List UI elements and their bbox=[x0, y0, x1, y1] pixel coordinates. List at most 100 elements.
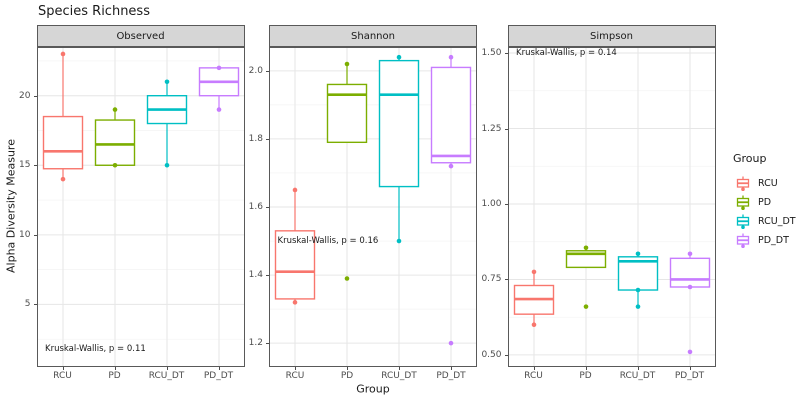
boxplot-shannon-pd-dt bbox=[430, 54, 472, 346]
x-tick-mark bbox=[585, 367, 587, 370]
data-point bbox=[531, 269, 536, 275]
data-point bbox=[396, 238, 402, 244]
facet-panel-observed bbox=[36, 47, 245, 367]
legend: Group RCU PD RCU_DT PD_DT bbox=[727, 152, 796, 250]
y-tick-label: 5 bbox=[24, 299, 31, 310]
boxplot-key-icon bbox=[736, 176, 750, 191]
x-tick-label: PD bbox=[108, 371, 121, 381]
x-tick-mark bbox=[166, 367, 168, 370]
x-tick-mark bbox=[295, 367, 296, 370]
x-tick-label: RCU bbox=[285, 371, 305, 381]
data-point bbox=[216, 65, 221, 71]
y-tick-label: 1.8 bbox=[248, 133, 263, 144]
data-point bbox=[344, 276, 350, 281]
facet-strip-shannon: Shannon bbox=[269, 25, 477, 47]
legend-item-rcu: RCU bbox=[727, 174, 796, 193]
facet-panel-shannon bbox=[269, 47, 477, 367]
boxplot-simpson-pd bbox=[565, 245, 606, 309]
y-tick-label: 0.50 bbox=[481, 349, 502, 360]
data-point bbox=[60, 51, 65, 57]
y-tick-mark bbox=[504, 53, 508, 55]
legend-item-label: RCU_DT bbox=[758, 216, 796, 227]
legend-item-label: RCU bbox=[758, 178, 778, 189]
data-point bbox=[112, 162, 117, 168]
panel-border bbox=[269, 47, 477, 367]
stat-annotation-observed: Kruskal-Wallis, p = 0.11 bbox=[45, 343, 146, 354]
x-tick-mark bbox=[637, 367, 639, 370]
data-point bbox=[687, 284, 692, 290]
y-tick-mark bbox=[504, 279, 508, 281]
y-tick-mark bbox=[266, 138, 269, 140]
boxplot-observed-pd bbox=[94, 107, 135, 168]
x-tick-label: RCU_DT bbox=[148, 371, 185, 381]
data-point bbox=[635, 304, 640, 309]
x-tick-label: RCU_DT bbox=[619, 371, 656, 381]
x-tick-label: RCU bbox=[53, 371, 72, 381]
x-tick-label: PD_DT bbox=[436, 371, 466, 381]
facet-panel-simpson bbox=[507, 47, 716, 367]
legend-item-pd: PD bbox=[727, 193, 796, 212]
data-point bbox=[164, 79, 169, 85]
boxplot-shannon-rcu-dt bbox=[378, 54, 420, 244]
y-axis-title: Alpha Diversity Measure bbox=[4, 139, 18, 273]
legend-items: RCU PD RCU_DT PD_DT bbox=[727, 174, 796, 250]
y-tick-mark bbox=[504, 354, 508, 356]
boxplot-observed-pd-dt bbox=[198, 65, 239, 112]
data-point bbox=[531, 322, 536, 328]
legend-item-label: PD_DT bbox=[758, 235, 789, 246]
y-tick-label: 20 bbox=[19, 90, 31, 101]
facet-strip-observed: Observed bbox=[36, 25, 245, 47]
data-point bbox=[164, 162, 169, 168]
legend-item-label: PD bbox=[758, 197, 772, 208]
boxplot-shannon-rcu bbox=[274, 187, 316, 305]
x-tick-mark bbox=[62, 367, 64, 370]
x-tick-mark bbox=[689, 367, 691, 370]
y-tick-label: 0.75 bbox=[481, 274, 502, 285]
data-point bbox=[687, 349, 692, 355]
y-tick-label: 1.00 bbox=[481, 198, 502, 209]
data-point bbox=[112, 107, 117, 112]
y-tick-label: 2.0 bbox=[248, 65, 263, 76]
boxplot-simpson-rcu-dt bbox=[617, 251, 658, 309]
data-point bbox=[448, 163, 454, 169]
x-axis-title: Group bbox=[356, 382, 390, 396]
data-point bbox=[292, 300, 298, 305]
data-point bbox=[635, 251, 640, 257]
x-tick-label: RCU bbox=[524, 371, 543, 381]
y-tick-label: 1.6 bbox=[248, 202, 263, 212]
panel-border bbox=[36, 47, 245, 367]
boxplot-key-icon bbox=[736, 214, 750, 229]
x-tick-label: PD bbox=[340, 371, 354, 381]
x-tick-mark bbox=[218, 367, 220, 370]
x-tick-mark bbox=[347, 367, 348, 370]
stat-annotation-shannon: Kruskal-Wallis, p = 0.16 bbox=[277, 236, 379, 247]
plot-title: Species Richness bbox=[38, 4, 150, 19]
data-point bbox=[344, 61, 350, 67]
data-point bbox=[448, 340, 454, 346]
data-point bbox=[396, 54, 402, 60]
y-tick-mark bbox=[266, 70, 269, 72]
boxplot-observed-rcu bbox=[42, 51, 83, 182]
boxplot-key-icon bbox=[736, 195, 750, 210]
data-point bbox=[292, 187, 298, 193]
x-tick-label: PD_DT bbox=[674, 371, 705, 381]
legend-item-rcu-dt: RCU_DT bbox=[727, 212, 796, 231]
data-point bbox=[448, 54, 454, 60]
stat-annotation-simpson: Kruskal-Wallis, p = 0.14 bbox=[516, 48, 617, 59]
y-tick-label: 1.25 bbox=[481, 123, 502, 134]
x-tick-label: PD_DT bbox=[203, 371, 234, 381]
facet-strip-label: Shannon bbox=[351, 30, 395, 42]
y-tick-label: 1.2 bbox=[248, 338, 263, 349]
data-point bbox=[216, 107, 221, 112]
y-tick-mark bbox=[504, 128, 508, 130]
y-tick-mark bbox=[33, 304, 37, 306]
facet-strip-label: Observed bbox=[116, 30, 165, 42]
y-tick-mark bbox=[266, 207, 269, 208]
x-tick-mark bbox=[451, 367, 452, 370]
y-tick-mark bbox=[33, 234, 37, 236]
x-tick-mark bbox=[114, 367, 116, 370]
y-tick-mark bbox=[33, 165, 37, 167]
data-point bbox=[583, 304, 588, 309]
y-tick-label: 15 bbox=[19, 160, 31, 171]
